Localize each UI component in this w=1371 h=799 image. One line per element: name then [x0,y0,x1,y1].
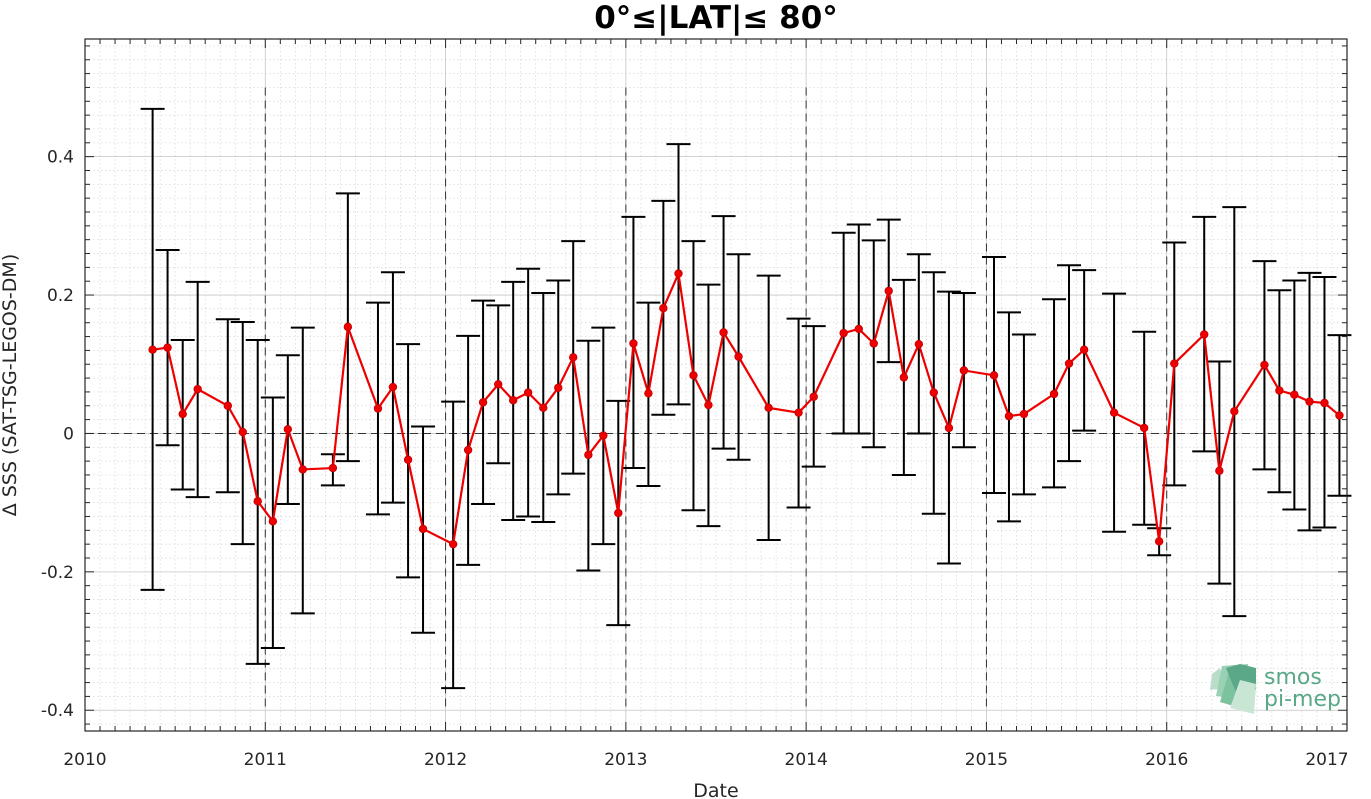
data-point [959,366,969,375]
data-point [1290,390,1299,399]
data-point [508,396,518,405]
y-axis-label: Δ SSS (SAT-TSG-LEGOS-DM) [0,254,21,516]
data-point [523,388,533,397]
x-tick-label: 2017 [1305,750,1348,770]
x-tick-label: 2016 [1145,750,1188,770]
data-point [569,353,578,362]
data-point [689,371,698,380]
data-point [403,455,413,464]
data-point [629,339,638,348]
x-tick-label: 2012 [424,750,467,770]
data-point [839,328,848,338]
data-point [989,371,999,380]
data-point [148,345,157,354]
y-tick-labels: -0.4 -0.2 0 0.2 0.4 [41,148,74,722]
data-point [884,286,893,296]
data-point [223,401,232,410]
data-point [494,380,503,389]
data-point [554,383,563,392]
data-point [854,324,863,334]
data-point [929,388,938,397]
data-point [719,328,728,337]
data-point [478,398,488,407]
data-point [704,400,713,410]
data-point [659,303,668,313]
data-point [914,339,924,349]
data-point [734,352,743,361]
data-point [674,269,683,278]
x-tick-label: 2015 [965,750,1008,770]
data-point [448,539,458,549]
axis-ticks [84,39,1348,731]
data-point [1275,386,1284,395]
y-tick-label: -0.2 [41,563,74,583]
data-point [1320,398,1329,408]
x-tick-label: 2013 [604,750,647,770]
data-point [373,404,383,413]
data-point [1260,360,1269,370]
x-axis-label: Date [693,780,738,799]
data-point [268,517,278,526]
data-point [1305,397,1314,406]
data-point [463,445,473,455]
x-tick-label: 2014 [785,750,828,770]
x-tick-label: 2010 [63,750,106,770]
data-point [1200,330,1209,339]
data-point [283,425,293,434]
data-point [584,450,593,460]
data-point [388,382,398,392]
data-point [1335,411,1344,420]
data-point [1139,423,1149,433]
data-points [148,269,1344,549]
data-point [1230,407,1239,416]
data-point [238,427,247,437]
x-tick-label: 2011 [244,750,287,770]
logo-text-line2: pi-mep [1264,687,1341,712]
data-point [1019,409,1029,419]
data-point [328,463,338,473]
data-point [1170,359,1179,368]
data-point [1154,537,1164,546]
logo-mark-icon [1210,664,1256,714]
data-point [343,322,353,332]
data-point [869,339,878,348]
data-point [163,343,172,352]
data-point [1049,389,1059,399]
data-point [599,431,608,440]
y-tick-label: 0.4 [47,148,74,168]
data-point [794,408,803,417]
logo-text-line1: smos [1264,665,1322,690]
data-point [1215,466,1224,476]
chart-title: 0°≤|LAT|≤ 80° [594,0,838,36]
smos-logo: smos pi-mep [1210,664,1341,714]
data-point [809,392,818,401]
data-point [644,389,653,398]
data-point [614,508,623,518]
data-point [178,409,187,419]
data-point [1064,359,1074,368]
data-point [1004,411,1014,421]
y-tick-label: 0.2 [47,286,74,306]
data-point [944,423,954,433]
data-point [418,524,428,534]
data-point [1109,408,1119,417]
data-point [253,497,262,506]
x-tick-labels: 2010 2011 2012 2013 2014 2015 2016 2017 [63,750,1348,770]
data-point [193,384,202,394]
data-point [298,465,307,474]
data-point [1079,345,1089,354]
y-tick-label: 0 [63,424,74,444]
data-point [899,373,909,382]
y-tick-label: -0.4 [41,701,74,721]
data-point [764,403,773,413]
data-point [539,403,548,413]
